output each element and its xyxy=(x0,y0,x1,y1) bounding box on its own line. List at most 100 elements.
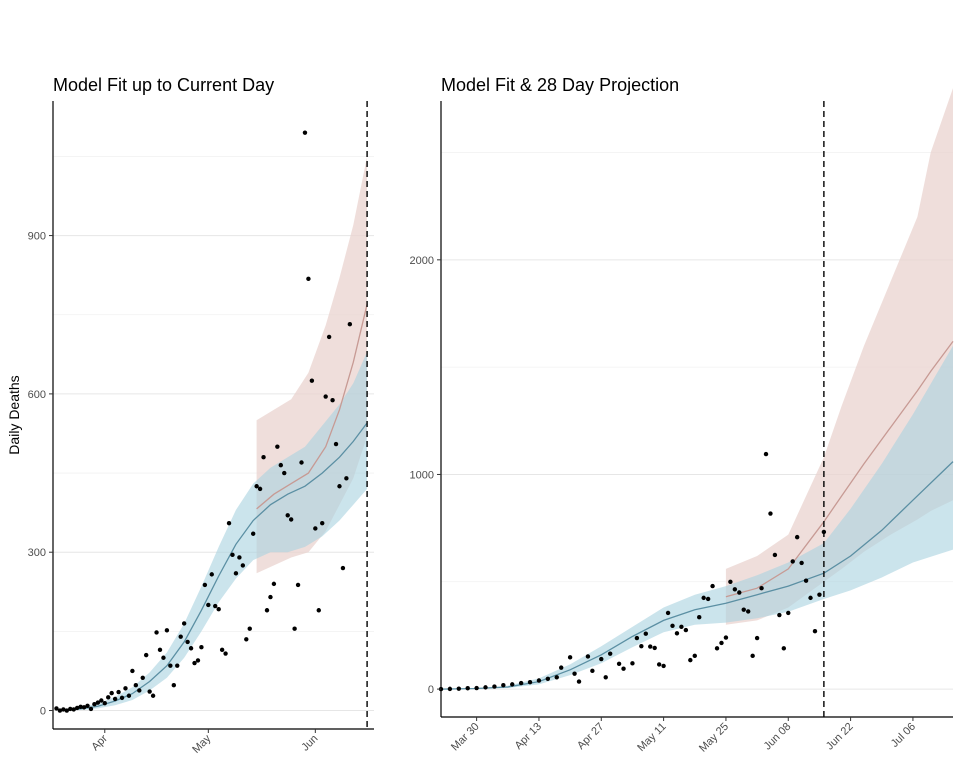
data-point xyxy=(185,639,190,645)
data-point xyxy=(621,666,626,671)
data-point xyxy=(576,679,582,684)
data-point xyxy=(323,394,328,399)
data-point xyxy=(278,462,284,468)
data-point xyxy=(714,646,720,651)
data-point xyxy=(282,470,287,476)
data-point xyxy=(527,680,533,685)
data-point xyxy=(777,612,782,618)
data-point xyxy=(199,645,204,650)
data-point xyxy=(803,578,809,583)
data-point xyxy=(306,276,311,282)
data-point xyxy=(175,663,180,668)
data-point xyxy=(559,665,564,670)
y-tick-label: 0 xyxy=(40,706,46,718)
data-point xyxy=(271,581,277,587)
data-point xyxy=(728,579,733,584)
data-point xyxy=(178,634,183,639)
data-point xyxy=(295,582,301,588)
panel-projection: Model Fit & 28 Day Projection 010002000 … xyxy=(410,75,954,755)
panel-title: Model Fit & 28 Day Projection xyxy=(441,75,679,95)
data-point xyxy=(790,559,795,564)
data-point xyxy=(719,640,724,646)
x-tick-label: Jun 08 xyxy=(762,721,794,753)
data-point xyxy=(292,626,297,631)
y-ticks: 0 1000 2000 xyxy=(410,255,441,696)
data-point xyxy=(95,700,101,705)
data-point xyxy=(202,582,208,588)
data-point xyxy=(268,594,273,600)
data-point xyxy=(250,531,256,536)
data-point xyxy=(340,565,346,571)
x-tick-label: May xyxy=(190,732,214,756)
data-point xyxy=(119,695,125,701)
data-point xyxy=(330,398,335,403)
data-point xyxy=(157,647,163,653)
x-tick-label: Apr 13 xyxy=(513,721,544,752)
data-point xyxy=(257,486,263,492)
data-point xyxy=(692,653,697,659)
data-point xyxy=(501,683,506,688)
data-point xyxy=(518,680,524,686)
data-point xyxy=(634,635,640,641)
data-point xyxy=(741,607,746,612)
data-point xyxy=(347,322,353,327)
data-point xyxy=(254,484,259,489)
data-point xyxy=(545,676,551,681)
data-point xyxy=(492,684,497,689)
data-point xyxy=(679,624,684,630)
data-point xyxy=(230,552,235,558)
data-point xyxy=(710,583,715,589)
x-tick-label: Apr xyxy=(89,732,110,753)
data-point xyxy=(171,682,177,688)
data-point xyxy=(607,651,613,656)
x-tick-label: Jul 06 xyxy=(889,721,918,750)
data-point xyxy=(237,555,242,560)
data-point xyxy=(670,623,675,628)
data-point xyxy=(143,652,149,658)
data-point xyxy=(326,334,332,340)
data-point xyxy=(264,608,270,613)
data-point xyxy=(226,520,232,526)
data-point xyxy=(337,484,342,489)
data-point xyxy=(85,703,90,708)
data-point xyxy=(168,663,173,668)
data-point xyxy=(585,654,591,659)
data-point xyxy=(737,590,742,595)
data-point xyxy=(447,686,453,692)
data-point xyxy=(616,661,622,666)
data-point xyxy=(674,631,680,636)
data-point xyxy=(554,675,559,680)
data-point xyxy=(288,517,294,522)
data-point xyxy=(746,609,751,614)
data-point xyxy=(316,608,321,613)
y-tick-label: 2000 xyxy=(410,255,434,267)
data-point xyxy=(99,698,104,703)
y-tick-label: 600 xyxy=(28,389,46,401)
data-point xyxy=(320,520,325,526)
teal-ci-band xyxy=(441,345,953,690)
data-point xyxy=(57,708,63,713)
data-point xyxy=(192,660,197,666)
data-point xyxy=(567,655,573,660)
data-point xyxy=(299,460,304,465)
data-point xyxy=(817,592,822,597)
data-point xyxy=(74,705,80,711)
data-point xyxy=(808,595,813,601)
data-point xyxy=(630,661,635,666)
data-point xyxy=(137,688,142,693)
data-point xyxy=(661,663,666,669)
data-point xyxy=(723,635,729,640)
data-point xyxy=(603,675,608,680)
y-tick-label: 300 xyxy=(28,547,46,559)
data-point xyxy=(209,572,214,577)
data-point xyxy=(572,671,577,676)
data-point xyxy=(656,662,662,667)
data-point xyxy=(313,526,318,531)
data-point xyxy=(750,653,755,659)
data-point xyxy=(705,596,711,602)
data-point xyxy=(213,603,218,609)
data-point xyxy=(683,627,689,633)
data-point xyxy=(474,685,479,691)
data-point xyxy=(261,455,266,460)
data-point xyxy=(147,689,152,694)
